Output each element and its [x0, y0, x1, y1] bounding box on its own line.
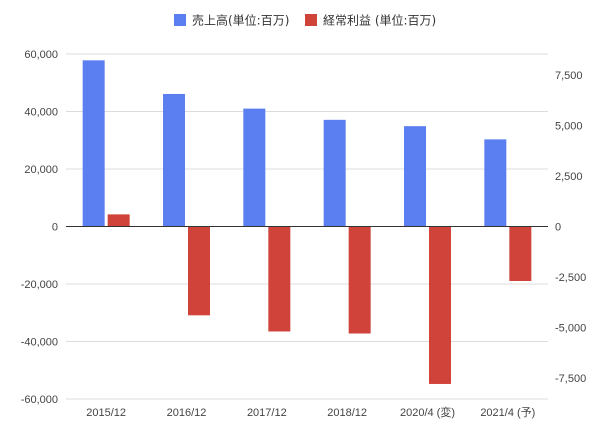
- x-tick-label: 2015/12: [86, 407, 126, 419]
- legend-swatch-1: [305, 14, 317, 26]
- bar-sales-3: [323, 119, 346, 227]
- right-tick-label: -7,500: [555, 373, 586, 385]
- left-tick-label: -20,000: [21, 279, 58, 291]
- bar-ordinary-profit-4: [429, 226, 451, 384]
- right-tick-label: -2,500: [555, 272, 586, 284]
- left-axis: 60,000 40,000 20,000 0 -20,000 -40,000 -60,000: [21, 49, 58, 406]
- right-axis: 7,500 5,000 2,500 0 -2,500 -5,000 -7,500: [555, 70, 586, 385]
- grid: [66, 53, 548, 400]
- left-tick-label: -60,000: [21, 394, 58, 406]
- right-tick-label: 2,500: [555, 171, 583, 183]
- bar-ordinary-profit-0: [107, 214, 130, 227]
- bar-ordinary-profit-3: [348, 226, 371, 334]
- bars: [82, 60, 532, 384]
- bar-sales-2: [243, 108, 266, 227]
- bar-ordinary-profit-1: [188, 226, 210, 316]
- left-tick-label: 40,000: [24, 107, 58, 119]
- left-tick-label: -40,000: [21, 337, 58, 349]
- x-tick-label: 2018/12: [327, 407, 367, 419]
- x-tick-label: 2017/12: [247, 407, 287, 419]
- right-tick-label: 5,000: [555, 121, 583, 133]
- right-tick-label: -5,000: [555, 322, 586, 334]
- x-axis: 2015/12 2016/12 2017/12 2018/12 2020/4 (変) 20…: [86, 405, 535, 419]
- left-tick-label: 60,000: [24, 49, 58, 61]
- bar-sales-5: [484, 139, 507, 227]
- x-tick-label: 2020/4 (変): [400, 405, 455, 419]
- legend-label-1: 経常利益 (単位:百万): [323, 13, 436, 28]
- bar-sales-1: [163, 93, 185, 227]
- bar-ordinary-profit-2: [268, 226, 291, 332]
- left-tick-label: 0: [52, 222, 58, 234]
- legend-label-0: 売上高(単位:百万): [192, 13, 289, 28]
- bar-ordinary-profit-5: [509, 226, 532, 282]
- left-tick-label: 20,000: [24, 164, 58, 176]
- right-tick-label: 0: [555, 222, 561, 234]
- bar-sales-0: [82, 60, 105, 227]
- bar-sales-4: [404, 126, 426, 227]
- x-tick-label: 2016/12: [167, 407, 207, 419]
- x-tick-label: 2021/4 (予): [480, 406, 535, 419]
- legend-swatch-0: [174, 14, 186, 26]
- right-tick-label: 7,500: [555, 70, 583, 82]
- legend: 売上高(単位:百万) 経常利益 (単位:百万): [174, 13, 436, 28]
